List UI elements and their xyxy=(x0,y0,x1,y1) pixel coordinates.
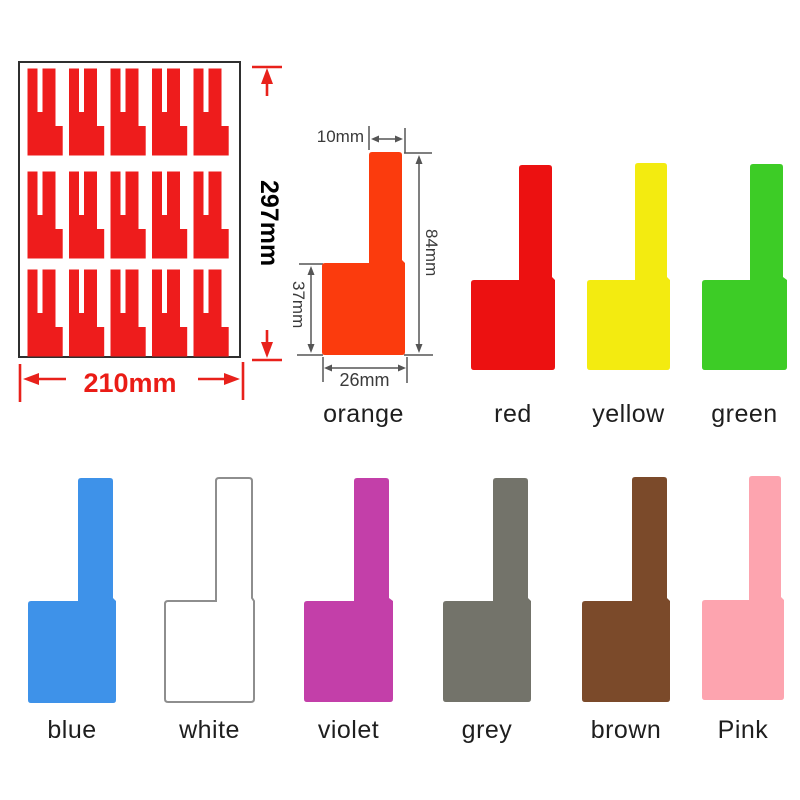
label-flag-shape xyxy=(443,478,531,702)
label-swatch-red xyxy=(471,165,555,370)
label-swatch-grey xyxy=(443,478,531,702)
label-name-blue: blue xyxy=(47,716,97,744)
arrow-down-icon xyxy=(415,344,423,353)
sheet-sticker-shape xyxy=(69,269,105,357)
sheet-sticker-shape xyxy=(193,68,229,156)
arrow-left-icon xyxy=(324,364,332,372)
arrow-right-icon xyxy=(395,135,403,143)
label-flag-shape xyxy=(164,477,255,703)
spec-base-width-text: 26mm xyxy=(339,370,390,390)
sheet-sticker-shape xyxy=(193,171,229,259)
label-flag-shape xyxy=(702,164,787,370)
label-flag-shape xyxy=(582,477,670,702)
label-flag-shape xyxy=(304,478,393,702)
sheet-sticker-shape xyxy=(27,68,63,156)
sheet-sticker-shape xyxy=(110,68,146,156)
label-flag-shape xyxy=(587,163,670,370)
label-flag-shape xyxy=(322,152,405,355)
sheet-sticker-shape xyxy=(110,269,146,357)
arrow-up-icon xyxy=(415,155,423,164)
sheet-sticker-shape xyxy=(27,171,63,259)
sheet-width-dimension-arrows xyxy=(18,362,245,402)
sheet-sticker-shape xyxy=(193,269,229,357)
sheet-sticker-shape xyxy=(152,269,188,357)
label-swatch-orange xyxy=(322,152,405,355)
label-swatch-yellow xyxy=(587,163,670,370)
sheet-width-dimension-text: 210mm xyxy=(83,368,177,398)
label-name-orange: orange xyxy=(323,400,404,428)
spec-base-height-text: 37mm xyxy=(289,281,308,329)
sheet-sticker-shape xyxy=(152,68,188,156)
label-swatch-white xyxy=(164,477,255,703)
sticker-sheet xyxy=(18,61,241,358)
sheet-sticker-shape xyxy=(152,171,188,259)
label-swatch-pink xyxy=(702,476,784,700)
label-flag-shape xyxy=(28,478,116,703)
label-swatch-brown xyxy=(582,477,670,702)
label-swatch-green xyxy=(702,164,787,370)
arrow-left-icon xyxy=(23,373,39,385)
arrow-up-icon xyxy=(307,266,315,275)
label-name-yellow: yellow xyxy=(592,400,665,428)
label-name-pink: Pink xyxy=(717,716,769,744)
spec-total-height-text: 84mm xyxy=(422,229,441,277)
label-name-red: red xyxy=(494,400,532,428)
arrow-down-icon xyxy=(307,344,315,353)
arrow-right-icon xyxy=(224,373,240,385)
label-name-grey: grey xyxy=(461,716,513,744)
label-flag-shape xyxy=(471,165,555,370)
label-swatch-violet xyxy=(304,478,393,702)
label-flag-shape xyxy=(702,476,784,700)
arrow-right-icon xyxy=(398,364,406,372)
label-name-violet: violet xyxy=(317,716,380,744)
sheet-sticker-shape xyxy=(27,269,63,357)
label-name-brown: brown xyxy=(590,716,662,744)
sheet-sticker-shape xyxy=(69,68,105,156)
sheet-sticker-shape xyxy=(110,171,146,259)
arrow-down-icon xyxy=(261,342,273,358)
spec-tab-width-text: 10mm xyxy=(316,127,364,146)
label-swatch-blue xyxy=(28,478,116,703)
arrow-left-icon xyxy=(371,135,379,143)
sheet-height-dimension-arrows xyxy=(252,65,282,362)
label-name-green: green xyxy=(711,400,778,428)
spec-dimension-annotations xyxy=(297,126,433,383)
label-name-white: white xyxy=(179,716,240,744)
sheet-sticker-shape xyxy=(69,171,105,259)
arrow-up-icon xyxy=(261,68,273,84)
sheet-height-dimension-text: 297mm xyxy=(255,180,283,267)
